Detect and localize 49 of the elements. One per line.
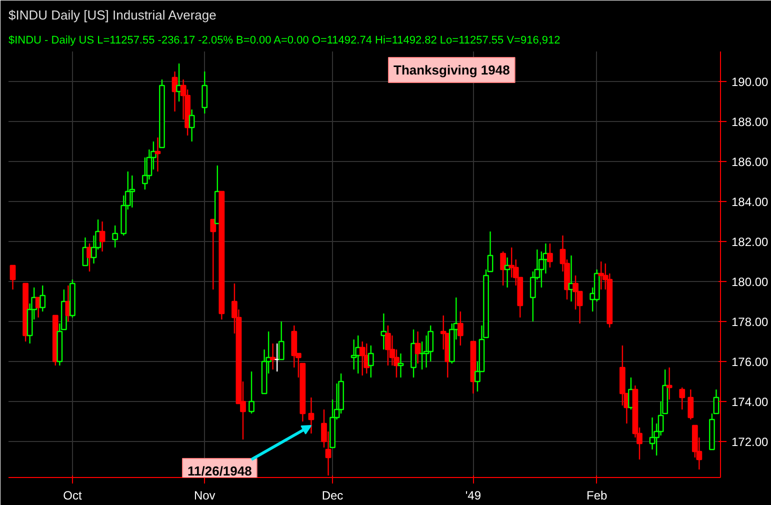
candlestick xyxy=(278,320,284,360)
candlestick xyxy=(385,324,391,366)
candlestick xyxy=(410,328,416,378)
candlestick xyxy=(666,366,672,400)
x-tick-label: '49 xyxy=(465,488,482,502)
candlestick xyxy=(547,242,553,268)
y-tick-label: 188.00 xyxy=(732,115,769,129)
x-tick-label: Feb xyxy=(586,488,608,502)
candlestick xyxy=(368,344,374,378)
candlestick xyxy=(359,340,366,376)
candlestick xyxy=(679,386,686,410)
chart-subtitle: $INDU - Daily US L=11257.55 -236.17 -2.05% B=0.00 A=0.00 O=11492.74 Hi=11492.82 Lo=11257.55 V=916,912 xyxy=(8,34,560,46)
candlestick xyxy=(188,108,195,142)
candlestick xyxy=(500,250,506,286)
chart-title: $INDU Daily [US] Industrial Average xyxy=(8,8,216,22)
y-tick-label: 190.00 xyxy=(732,75,769,89)
candlestick xyxy=(248,370,254,414)
x-tick-label: Oct xyxy=(63,488,82,502)
y-tick-label: 178.00 xyxy=(732,315,769,329)
candlestick xyxy=(274,342,280,372)
candlestick xyxy=(112,224,118,248)
candlestick xyxy=(10,264,16,290)
candlestick xyxy=(350,338,357,370)
y-tick-label: 176.00 xyxy=(732,355,769,369)
y-tick-label: 180.00 xyxy=(732,275,769,289)
candlestick xyxy=(398,352,404,378)
candlestick xyxy=(270,342,276,370)
y-tick-label: 182.00 xyxy=(732,235,769,249)
y-tick-label: 186.00 xyxy=(732,155,769,169)
candlestick xyxy=(129,174,136,208)
candlestick xyxy=(40,284,46,312)
candlestick xyxy=(457,310,464,346)
candlestick xyxy=(210,218,216,290)
x-tick-label: Dec xyxy=(322,488,344,502)
candlestick xyxy=(598,260,604,290)
candlestick xyxy=(487,230,494,272)
annotation: Thanksgiving 1948 xyxy=(394,62,510,78)
candlestick xyxy=(154,136,161,172)
candlestick xyxy=(414,330,421,364)
y-tick-label: 174.00 xyxy=(732,395,769,409)
y-tick-label: 184.00 xyxy=(732,195,769,209)
candlestick xyxy=(308,396,314,434)
candlestick xyxy=(202,70,208,114)
candlestick xyxy=(688,388,694,420)
x-tick-label: Nov xyxy=(194,488,216,502)
candlestick xyxy=(99,220,106,252)
candlestick xyxy=(291,324,298,368)
y-tick-label: 172.00 xyxy=(732,435,769,449)
annotation: 11/26/1948 xyxy=(188,464,252,478)
